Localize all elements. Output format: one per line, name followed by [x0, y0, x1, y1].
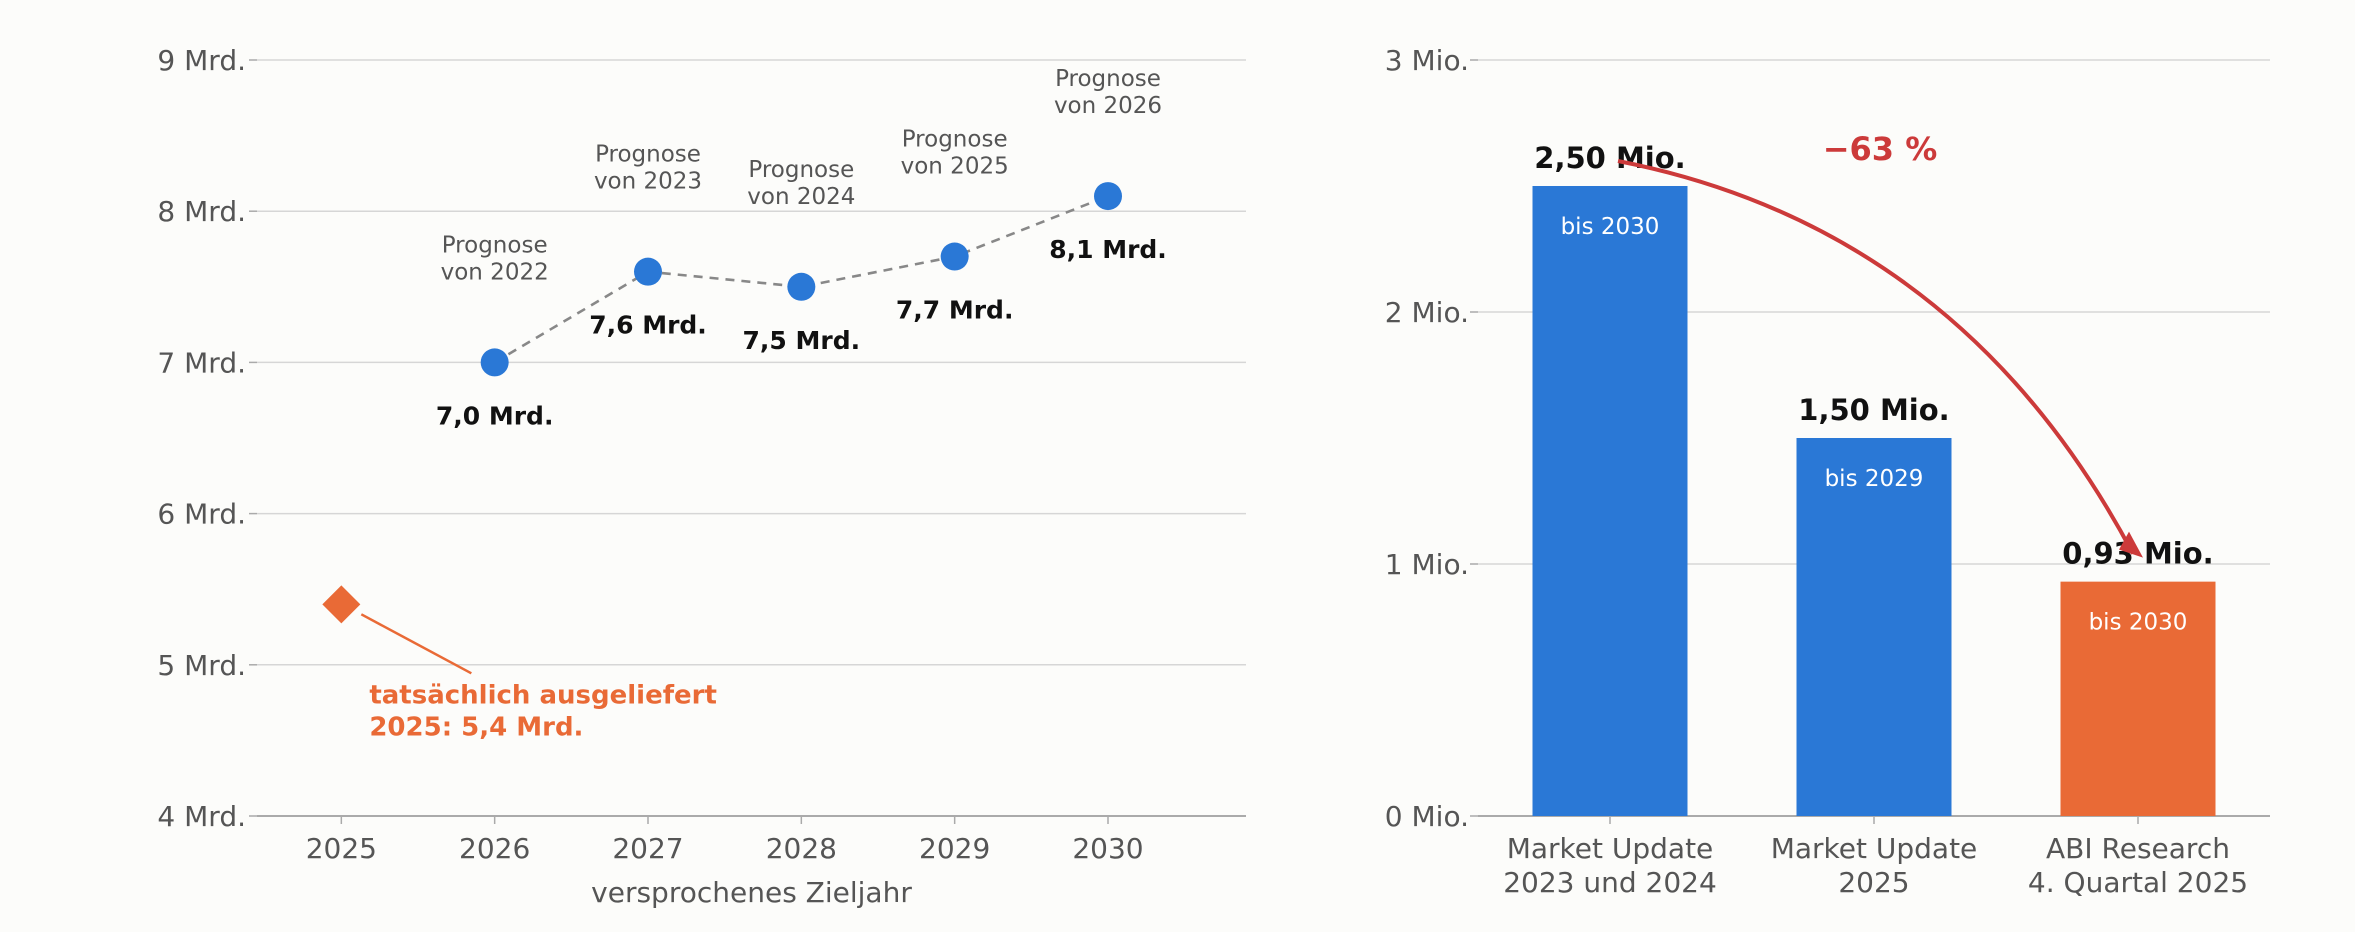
forecast-source-note: Prognose von 2023	[594, 142, 702, 195]
y-tick-label: 9 Mrd.	[157, 44, 246, 77]
x-axis-title: versprochenes Zieljahr	[591, 876, 912, 909]
actual-annotation-text: tatsächlich ausgeliefert 2025: 5,4 Mrd.	[369, 680, 717, 742]
y-tick-label: 4 Mrd.	[157, 800, 246, 833]
bar-inner-label: bis 2029	[1825, 466, 1924, 492]
bar-inner-label: bis 2030	[2089, 610, 2188, 636]
change-label: −63 %	[1823, 130, 1938, 168]
actual-delivery-point	[322, 585, 361, 624]
x-tick-label: 2026	[459, 832, 530, 865]
forecast-point	[787, 272, 816, 301]
forecast-point	[634, 257, 662, 286]
y-tick-label: 7 Mrd.	[157, 346, 246, 379]
x-tick-label: 2029	[919, 832, 990, 865]
x-category-label: Market Update 2025	[1771, 832, 1978, 899]
bar-inner-label: bis 2030	[1561, 214, 1660, 240]
forecast-value-label: 7,7 Mrd.	[896, 296, 1014, 325]
bar	[2060, 581, 2216, 816]
forecast-source-note: Prognose von 2025	[901, 127, 1009, 180]
y-tick-label: 5 Mrd.	[157, 649, 246, 682]
y-tick-label: 6 Mrd.	[157, 498, 246, 531]
y-tick-label: 8 Mrd.	[157, 195, 246, 228]
forecast-point	[480, 348, 509, 377]
x-category-label: Market Update 2023 und 2024	[1503, 832, 1717, 899]
bar-value-label: 1,50 Mio.	[1798, 393, 1949, 427]
forecast-connector-line	[494, 194, 1109, 364]
forecast-value-label: 8,1 Mrd.	[1049, 235, 1167, 264]
change-arrow-head	[2119, 531, 2143, 558]
y-tick-label: 2 Mio.	[1385, 296, 1469, 329]
bar	[1532, 186, 1688, 816]
x-tick-label: 2025	[306, 832, 377, 865]
y-tick-label: 3 Mio.	[1385, 44, 1469, 77]
forecast-point	[940, 242, 969, 271]
forecast-point	[1094, 182, 1122, 211]
forecast-source-note: Prognose von 2022	[441, 232, 549, 285]
y-tick-label: 1 Mio.	[1385, 548, 1469, 581]
x-tick-label: 2028	[766, 832, 837, 865]
forecast-source-note: Prognose von 2026	[1054, 66, 1162, 119]
forecast-year-chart: 4 Mrd. 5 Mrd. 6 Mrd. 7 Mrd. 8 Mrd. 9 Mrd. 2025…	[157, 44, 1246, 909]
x-tick-label: 2030	[1072, 832, 1143, 865]
x-category-label: ABI Research 4. Quartal 2025	[2028, 832, 2248, 899]
actual-annotation-line	[360, 613, 472, 675]
market-update-bar-chart: 0 Mio.1 Mio.2 Mio.3 Mio.2,50 Mio.bis 203…	[1385, 44, 2270, 899]
forecast-value-label: 7,5 Mrd.	[743, 326, 861, 355]
x-tick-label: 2027	[612, 832, 683, 865]
forecast-source-note: Prognose von 2024	[747, 157, 855, 210]
forecast-value-label: 7,6 Mrd.	[589, 311, 707, 340]
y-tick-label: 0 Mio.	[1385, 800, 1469, 833]
forecast-value-label: 7,0 Mrd.	[436, 401, 554, 430]
bar	[1796, 438, 1952, 816]
change-arrow	[1617, 159, 2135, 555]
